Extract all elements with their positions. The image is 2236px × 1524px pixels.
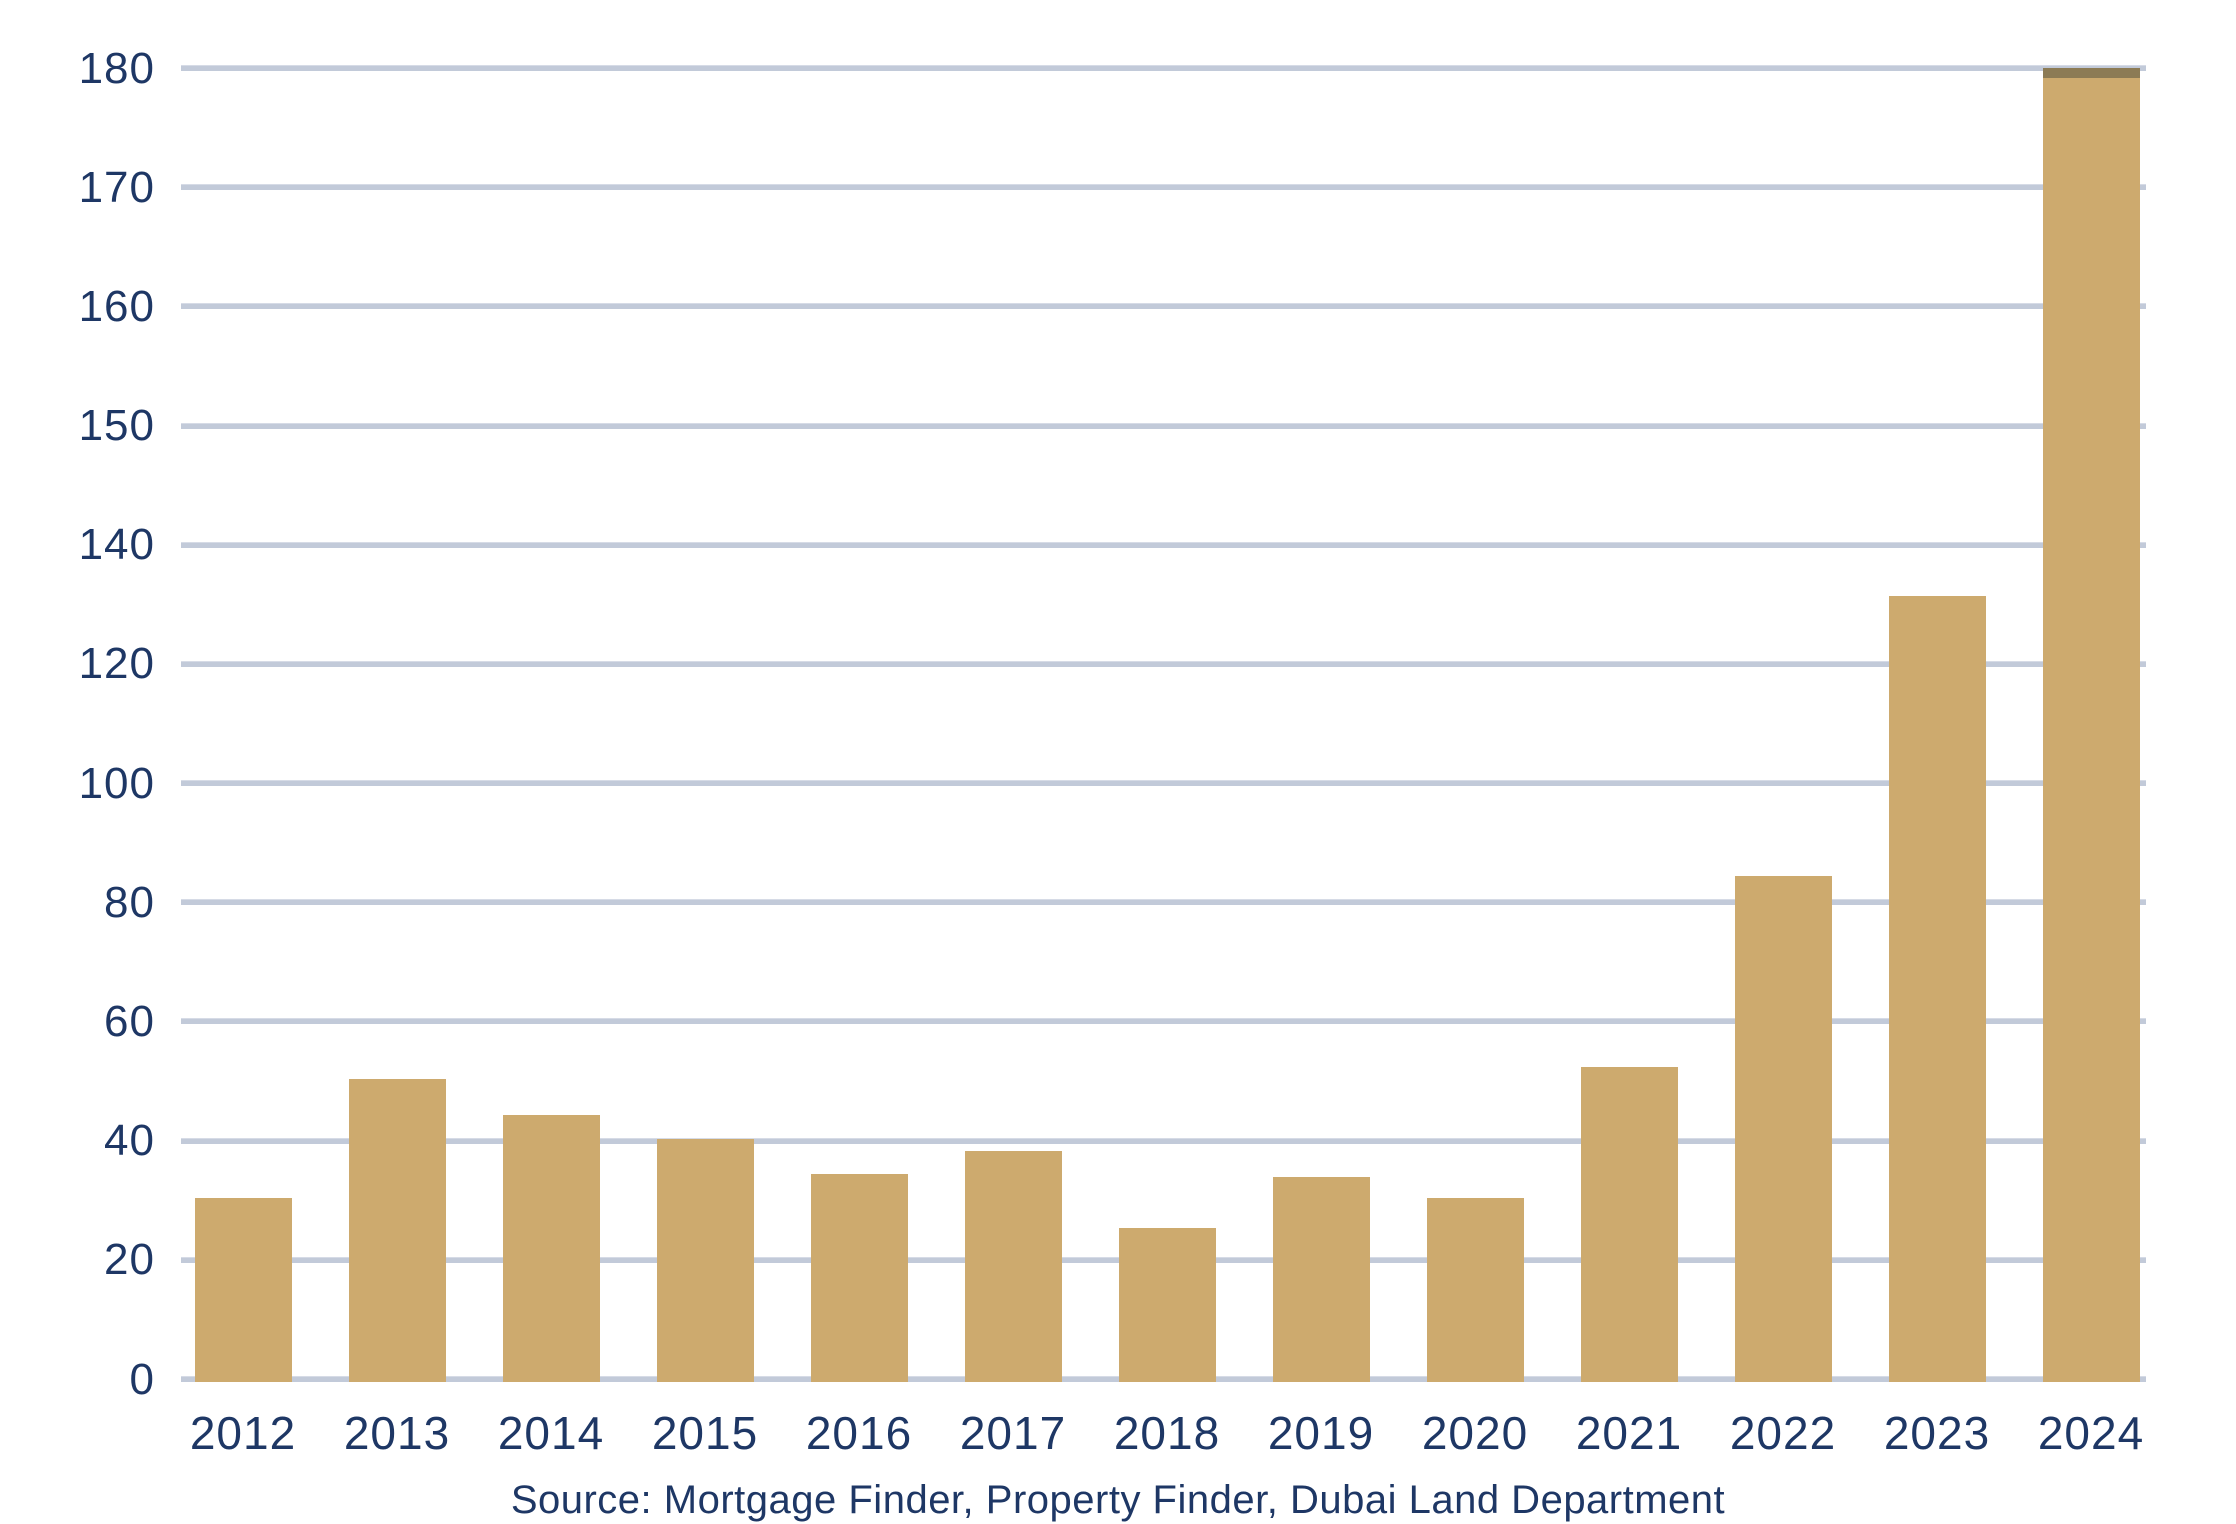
bar-2014	[502, 1114, 600, 1382]
y-axis-tick-label: 80	[104, 877, 155, 927]
y-axis-tick-label: 150	[78, 401, 155, 451]
y-axis-tick-label: 140	[78, 520, 155, 570]
gridline	[181, 899, 2146, 906]
x-axis-label: 2013	[343, 1407, 451, 1459]
gridline	[181, 303, 2146, 310]
x-axis: 2012 2013 2014 2015 2016 2017 2018 2019 2020 2021…	[181, 1408, 2146, 1464]
gridline	[181, 184, 2146, 191]
bar-2016	[810, 1174, 908, 1382]
x-axis-label: 2024	[2037, 1407, 2145, 1459]
bar-2019	[1272, 1177, 1370, 1382]
x-axis-label: 2018	[1113, 1407, 1221, 1459]
y-axis-tick-label: 170	[78, 162, 155, 212]
bar-2021	[1580, 1067, 1678, 1382]
bar-top-gridline-overlay	[2042, 68, 2140, 78]
gridline	[181, 660, 2146, 667]
bar-2015	[656, 1138, 754, 1382]
y-axis-tick-label: 160	[78, 281, 155, 331]
bar-2012	[194, 1198, 292, 1382]
source-caption: Source: Mortgage Finder, Property Finder…	[510, 1478, 1726, 1522]
gridline	[181, 1018, 2146, 1025]
bar-2017	[964, 1150, 1062, 1382]
x-axis-label: 2021	[1575, 1407, 1683, 1459]
gridline	[181, 541, 2146, 548]
bar-2018	[1118, 1228, 1216, 1382]
x-axis-label: 2019	[1267, 1407, 1375, 1459]
y-axis-tick-label: 0	[129, 1354, 155, 1404]
bar-2022	[1734, 876, 1832, 1382]
y-axis-tick-label: 180	[78, 43, 155, 93]
y-axis-tick-label: 60	[104, 996, 155, 1046]
y-axis-tick-label: 120	[78, 639, 155, 689]
gridline	[181, 780, 2146, 787]
gridline	[181, 422, 2146, 429]
bar-2020	[1426, 1198, 1524, 1382]
y-axis-tick-label: 20	[104, 1235, 155, 1285]
x-axis-label: 2023	[1883, 1407, 1991, 1459]
x-axis-label: 2022	[1729, 1407, 1837, 1459]
plot-area	[181, 65, 2146, 1382]
x-axis-label: 2020	[1421, 1407, 1529, 1459]
bar-2013	[348, 1079, 446, 1382]
bar-2023	[1888, 596, 1986, 1382]
x-axis-label: 2016	[805, 1407, 913, 1459]
y-axis-tick-label: 40	[104, 1116, 155, 1166]
y-axis-tick-label: 100	[78, 758, 155, 808]
bar-2024	[2042, 68, 2140, 1382]
gridline	[181, 1137, 2146, 1144]
x-axis-label: 2017	[959, 1407, 1067, 1459]
x-axis-label: 2012	[189, 1407, 297, 1459]
x-axis-label: 2014	[497, 1407, 605, 1459]
gridline	[181, 65, 2146, 71]
x-axis-label: 2015	[651, 1407, 759, 1459]
y-axis: 0 20 40 60 80 100 120 140 150 160 170 180	[40, 46, 155, 1401]
